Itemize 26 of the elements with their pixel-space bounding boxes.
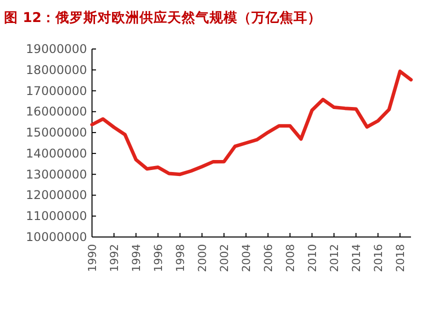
x-tick-label: 2000 bbox=[196, 244, 209, 272]
y-tick-label: 13000000 bbox=[26, 167, 87, 182]
x-tick-label: 2018 bbox=[394, 244, 407, 272]
x-tick-label: 2014 bbox=[350, 244, 363, 272]
x-tick-label: 2002 bbox=[218, 244, 231, 272]
y-tick-label: 16000000 bbox=[26, 104, 87, 119]
x-tick-label: 2016 bbox=[372, 244, 385, 272]
y-tick-label: 12000000 bbox=[26, 188, 87, 202]
x-tick-label: 1998 bbox=[174, 244, 187, 272]
y-tick-label: 10000000 bbox=[26, 230, 87, 244]
x-tick-label: 2006 bbox=[262, 244, 275, 272]
x-tick-label: 1990 bbox=[86, 244, 99, 272]
y-tick-label: 15000000 bbox=[26, 126, 87, 140]
x-tick-label: 2010 bbox=[306, 244, 319, 272]
x-tick-label: 2008 bbox=[284, 244, 297, 272]
y-tick-label: 17000000 bbox=[26, 84, 87, 98]
y-tick-label: 18000000 bbox=[26, 62, 87, 77]
x-tick-label: 1994 bbox=[130, 244, 143, 272]
x-tick-label: 1996 bbox=[152, 244, 165, 272]
y-tick-label: 14000000 bbox=[26, 146, 87, 160]
chart-title: 图 12：俄罗斯对欧洲供应天然气规模（万亿焦耳） bbox=[4, 9, 322, 26]
x-tick-label: 2004 bbox=[240, 244, 253, 272]
x-tick-label: 1992 bbox=[108, 244, 121, 272]
y-tick-label: 11000000 bbox=[26, 209, 87, 224]
y-tick-label: 19000000 bbox=[26, 42, 87, 56]
x-tick-label: 2012 bbox=[328, 244, 341, 272]
